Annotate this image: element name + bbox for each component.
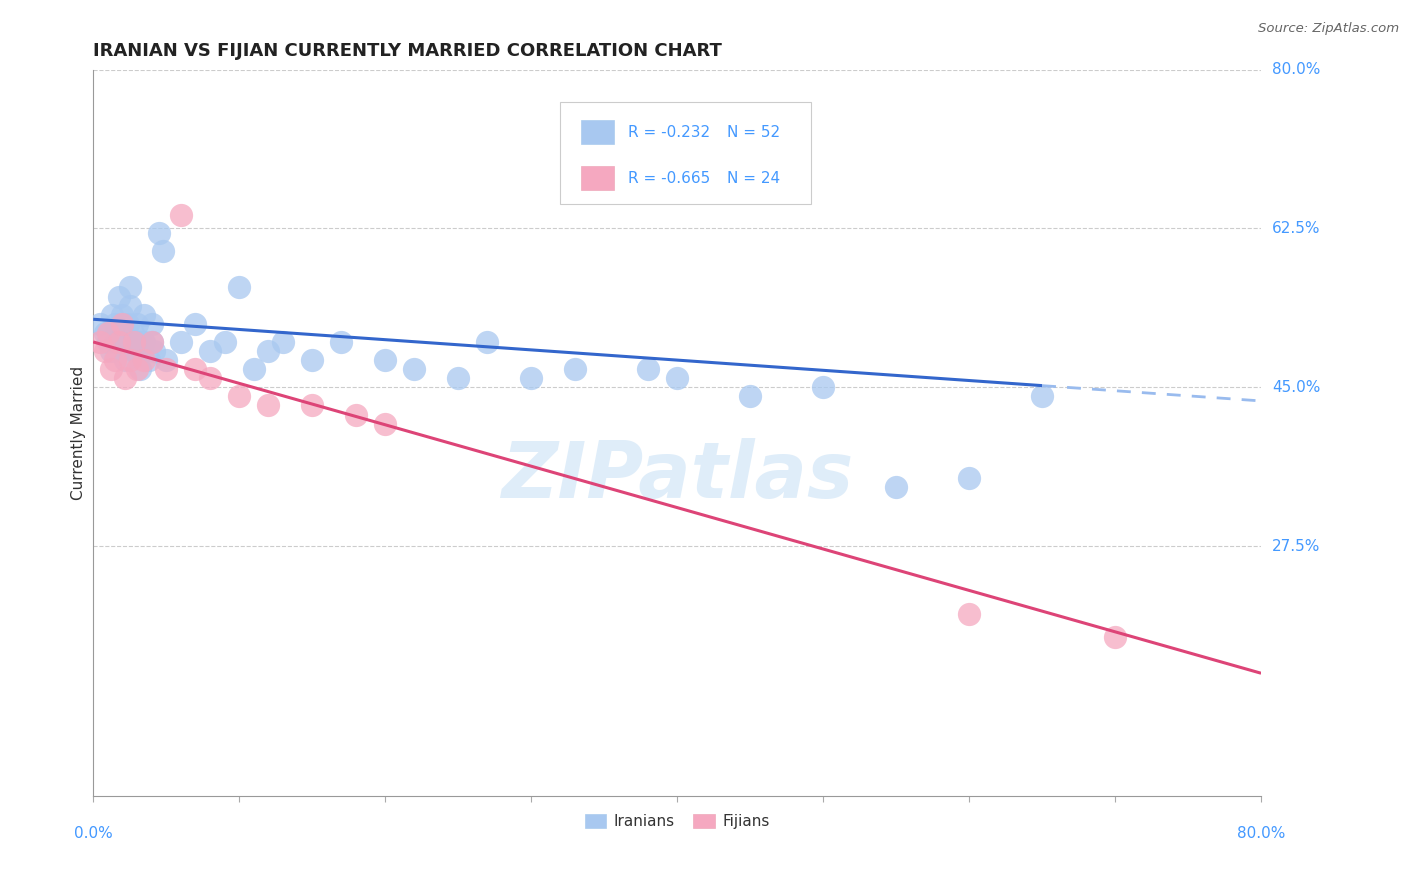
Point — [111, 308, 134, 322]
Point — [108, 334, 131, 349]
Point — [374, 353, 396, 368]
Point — [94, 344, 117, 359]
Point — [242, 362, 264, 376]
Point — [122, 344, 145, 359]
Point — [122, 334, 145, 349]
Point — [271, 334, 294, 349]
Point — [125, 317, 148, 331]
Point — [104, 353, 127, 368]
Point — [374, 417, 396, 431]
Point — [143, 344, 166, 359]
Point — [141, 334, 163, 349]
Point — [114, 353, 136, 368]
Point — [118, 299, 141, 313]
Point — [125, 362, 148, 376]
Text: 80.0%: 80.0% — [1272, 62, 1320, 77]
Point — [100, 362, 122, 376]
Point — [184, 317, 207, 331]
Legend: Iranians, Fijians: Iranians, Fijians — [579, 807, 776, 835]
Point — [184, 362, 207, 376]
Point — [141, 334, 163, 349]
Point — [447, 371, 470, 385]
Point — [637, 362, 659, 376]
Point — [404, 362, 426, 376]
Point — [228, 280, 250, 294]
Point — [155, 353, 177, 368]
Point — [957, 607, 980, 622]
Point — [118, 280, 141, 294]
Point — [97, 326, 120, 340]
Text: N = 52: N = 52 — [727, 125, 780, 140]
Text: 27.5%: 27.5% — [1272, 539, 1320, 554]
Point — [131, 334, 153, 349]
Point — [257, 344, 280, 359]
Text: 62.5%: 62.5% — [1272, 221, 1320, 236]
Point — [114, 371, 136, 385]
Point — [89, 334, 111, 349]
Point — [134, 308, 156, 322]
Text: R = -0.665: R = -0.665 — [628, 171, 710, 186]
Point — [104, 334, 127, 349]
Point — [108, 289, 131, 303]
Point — [125, 334, 148, 349]
Text: ZIPatlas: ZIPatlas — [501, 438, 853, 515]
Point — [520, 371, 543, 385]
Point — [477, 334, 499, 349]
Point — [957, 471, 980, 485]
Point — [330, 334, 353, 349]
Bar — [581, 166, 614, 190]
Point — [129, 362, 152, 376]
Text: 0.0%: 0.0% — [73, 826, 112, 841]
Point — [111, 334, 134, 349]
Point — [94, 326, 117, 340]
Text: R = -0.232: R = -0.232 — [628, 125, 710, 140]
Point — [141, 317, 163, 331]
Bar — [561, 103, 811, 204]
Point — [1031, 389, 1053, 403]
Point — [228, 389, 250, 403]
Point — [121, 326, 143, 340]
Point — [884, 480, 907, 494]
Point — [134, 353, 156, 368]
Point — [104, 317, 127, 331]
Point — [101, 308, 124, 322]
Point — [111, 317, 134, 331]
Point — [301, 399, 323, 413]
Point — [118, 353, 141, 368]
Point — [97, 334, 120, 349]
Text: N = 24: N = 24 — [727, 171, 780, 186]
Text: 45.0%: 45.0% — [1272, 380, 1320, 395]
Text: 80.0%: 80.0% — [1237, 826, 1285, 841]
Text: Source: ZipAtlas.com: Source: ZipAtlas.com — [1258, 22, 1399, 36]
Y-axis label: Currently Married: Currently Married — [72, 366, 86, 500]
Point — [134, 334, 156, 349]
Point — [117, 317, 139, 331]
Bar — [581, 120, 614, 145]
Point — [148, 226, 170, 240]
Point — [214, 334, 236, 349]
Point — [155, 362, 177, 376]
Point — [152, 244, 174, 259]
Point — [811, 380, 834, 394]
Point — [301, 353, 323, 368]
Point — [344, 408, 367, 422]
Point — [170, 334, 193, 349]
Point — [666, 371, 689, 385]
Point — [198, 344, 221, 359]
Text: IRANIAN VS FIJIAN CURRENTLY MARRIED CORRELATION CHART: IRANIAN VS FIJIAN CURRENTLY MARRIED CORR… — [93, 42, 723, 60]
Point — [170, 208, 193, 222]
Point — [564, 362, 586, 376]
Point — [1104, 630, 1126, 644]
Point — [198, 371, 221, 385]
Point — [257, 399, 280, 413]
Point — [740, 389, 762, 403]
Point — [89, 317, 111, 331]
Point — [100, 344, 122, 359]
Point — [138, 353, 160, 368]
